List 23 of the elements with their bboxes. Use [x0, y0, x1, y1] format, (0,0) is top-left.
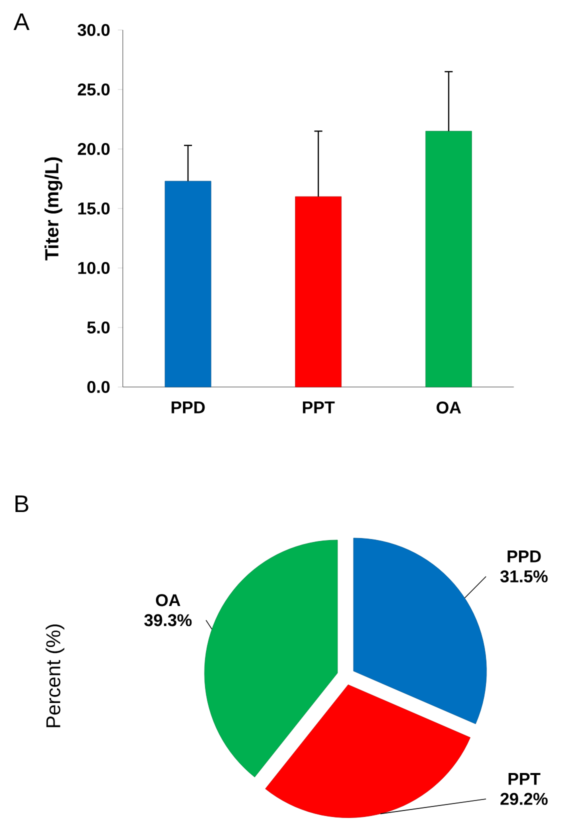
slice-label: PPD	[508, 550, 541, 562]
bar	[425, 130, 472, 388]
y-axis-title: Titer (mg/L)	[44, 157, 62, 260]
x-tick-label: PPD	[172, 402, 205, 414]
y-tick-label: 5.0	[87, 321, 110, 334]
bar	[295, 196, 342, 388]
x-tick-label: OA	[436, 402, 461, 414]
y-tick-label: 0.0	[87, 380, 110, 394]
data-label: 31.5%	[500, 570, 548, 582]
bar	[164, 180, 212, 388]
text: Percent (%)	[46, 624, 64, 728]
y-tick-label: 10.0	[78, 262, 110, 274]
y-tick-label: 25.0	[78, 83, 110, 96]
data-label: 29.2%	[500, 792, 548, 805]
chart-title: A	[14, 14, 30, 30]
y-tick-label: 20.0	[78, 142, 110, 156]
data-label: 39.3%	[144, 614, 192, 626]
y-tick-label: 15.0	[78, 202, 110, 215]
slice-label: PPT	[508, 773, 540, 785]
slice-label: OA	[156, 594, 180, 606]
x-tick-label: PPT	[302, 402, 335, 414]
y-tick-label: 30.0	[78, 24, 110, 36]
chart-title: B	[16, 496, 28, 512]
